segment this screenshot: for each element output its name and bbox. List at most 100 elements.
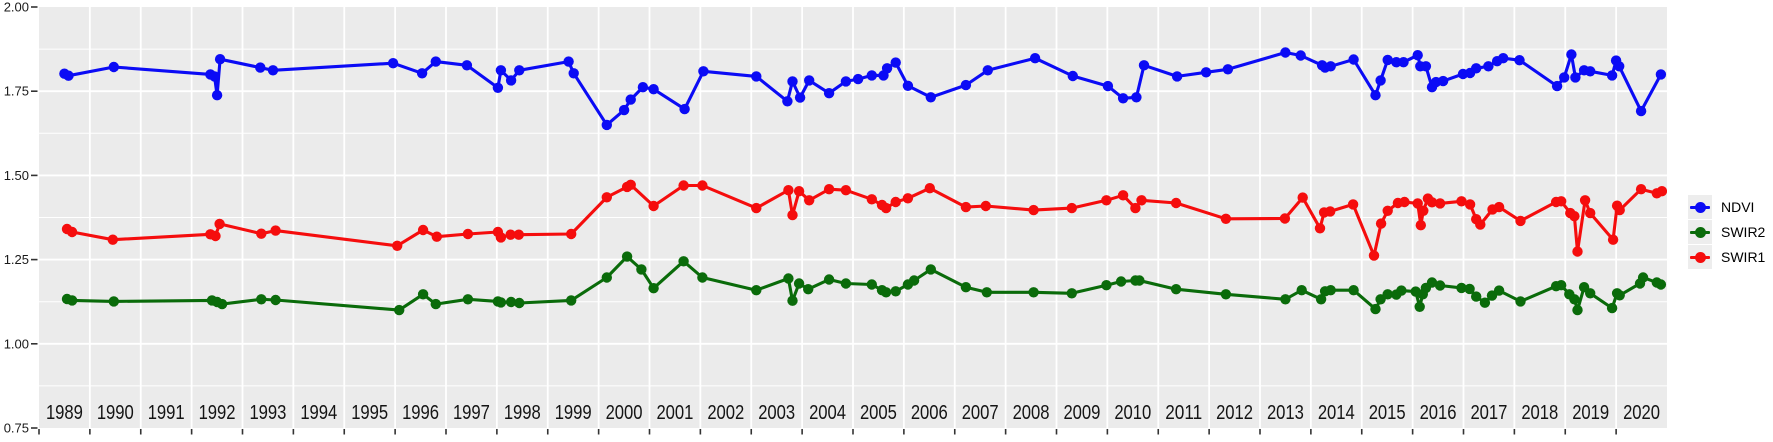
data-point-swir1 — [1656, 186, 1667, 197]
data-point-swir1 — [210, 230, 221, 242]
data-point-ndvi — [866, 70, 877, 81]
data-point-swir1 — [1418, 205, 1429, 216]
legend-label-swir2: SWIR2 — [1721, 224, 1766, 240]
data-point-swir1 — [890, 196, 901, 208]
data-point-swir2 — [751, 285, 762, 296]
data-point-swir2 — [505, 296, 517, 308]
data-point-ndvi — [1412, 50, 1423, 61]
data-point-swir2 — [462, 294, 474, 305]
data-point-swir2 — [1637, 272, 1649, 283]
data-point-swir2 — [793, 278, 805, 289]
data-point-swir2 — [1414, 301, 1425, 312]
data-point-swir1 — [1325, 206, 1336, 217]
data-point-ndvi — [1635, 105, 1647, 117]
x-axis-year-label: 2014 — [1318, 402, 1355, 424]
data-point-swir1 — [1415, 220, 1427, 231]
data-point-swir2 — [1471, 291, 1482, 302]
data-point-swir1 — [566, 228, 577, 240]
x-axis-year-label: 2015 — [1369, 402, 1406, 424]
x-axis-year-label: 2017 — [1470, 402, 1507, 424]
data-point-swir2 — [1382, 289, 1393, 300]
data-point-swir2 — [1572, 304, 1583, 316]
data-point-ndvi — [1551, 80, 1563, 92]
data-point-swir2 — [1655, 279, 1667, 290]
data-point-swir1 — [1347, 199, 1359, 210]
gridlines — [39, 7, 1667, 428]
data-point-swir1 — [1515, 215, 1526, 227]
data-point-ndvi — [1295, 50, 1306, 61]
data-point-ndvi — [787, 76, 798, 87]
data-point-ndvi — [1102, 80, 1114, 92]
data-point-swir1 — [1117, 190, 1129, 201]
data-point-ndvi — [1171, 71, 1183, 82]
x-axis-year-label: 2010 — [1114, 402, 1151, 424]
series-swir1 — [61, 179, 1667, 261]
data-point-ndvi — [514, 65, 525, 76]
data-point-ndvi — [625, 94, 636, 105]
data-point-swir1 — [840, 185, 852, 196]
x-axis-year-label: 2008 — [1013, 402, 1050, 424]
x-axis-year-label: 2003 — [758, 402, 795, 424]
data-point-ndvi — [1131, 92, 1142, 103]
data-point-swir2 — [636, 264, 647, 275]
data-point-ndvi — [267, 65, 279, 76]
data-point-ndvi — [1029, 53, 1041, 64]
data-point-ndvi — [63, 70, 74, 81]
data-point-swir2 — [925, 264, 936, 275]
data-point-swir2 — [108, 296, 120, 307]
x-axis-year-label: 1997 — [453, 402, 490, 424]
data-point-ndvi — [618, 104, 630, 116]
series-swir2 — [61, 251, 1667, 316]
data-point-swir2 — [840, 278, 852, 289]
data-point-swir1 — [214, 218, 225, 230]
data-point-swir2 — [601, 272, 612, 283]
data-point-swir1 — [1130, 202, 1141, 214]
data-point-swir2 — [1315, 294, 1327, 305]
data-point-swir1 — [107, 234, 119, 245]
data-point-ndvi — [751, 71, 762, 82]
data-point-swir1 — [902, 193, 914, 204]
x-axis-year-label: 2000 — [606, 402, 643, 424]
data-point-swir1 — [1375, 218, 1387, 229]
data-point-swir1 — [625, 179, 636, 190]
data-point-ndvi — [211, 90, 223, 101]
data-point-swir2 — [1479, 297, 1491, 308]
data-point-swir2 — [1614, 290, 1625, 301]
data-point-ndvi — [881, 63, 893, 74]
data-point-ndvi — [1483, 61, 1494, 72]
data-point-swir2 — [514, 297, 525, 309]
data-point-swir2 — [1515, 296, 1526, 307]
data-point-swir1 — [787, 209, 798, 221]
legend-label-ndvi: NDVI — [1721, 199, 1755, 215]
y-axis-tick-label: 1.25 — [4, 252, 29, 267]
data-point-ndvi — [461, 60, 473, 71]
x-axis-year-label: 2001 — [656, 402, 693, 424]
data-point-swir1 — [697, 180, 708, 191]
data-point-swir1 — [1569, 211, 1580, 222]
data-point-swir2 — [697, 272, 708, 283]
data-point-swir2 — [866, 279, 877, 290]
data-point-swir2 — [1220, 289, 1232, 300]
x-axis-year-label: 1990 — [97, 402, 134, 424]
legend-item-ndvi: NDVI — [1688, 195, 1765, 219]
data-point-swir2 — [787, 295, 798, 306]
data-point-swir1 — [804, 195, 815, 206]
data-point-swir1 — [1066, 202, 1078, 214]
legend-label-swir1: SWIR1 — [1721, 249, 1766, 265]
x-axis-year-label: 2011 — [1165, 402, 1202, 424]
data-point-swir1 — [1028, 204, 1039, 216]
x-axis-year-label: 1995 — [351, 402, 388, 424]
data-point-swir1 — [1101, 195, 1112, 206]
data-point-swir2 — [1134, 275, 1145, 286]
data-point-ndvi — [637, 82, 649, 93]
data-point-swir2 — [1556, 280, 1567, 291]
data-point-ndvi — [1138, 60, 1150, 71]
data-point-swir1 — [256, 228, 267, 239]
data-point-swir1 — [648, 200, 659, 212]
y-axis-labels: 0.75 1.00 1.25 1.50 1.75 2.00 — [4, 0, 29, 436]
data-point-swir2 — [1493, 285, 1505, 296]
x-axis-year-label: 2004 — [809, 402, 846, 424]
data-point-swir1 — [1572, 246, 1583, 257]
